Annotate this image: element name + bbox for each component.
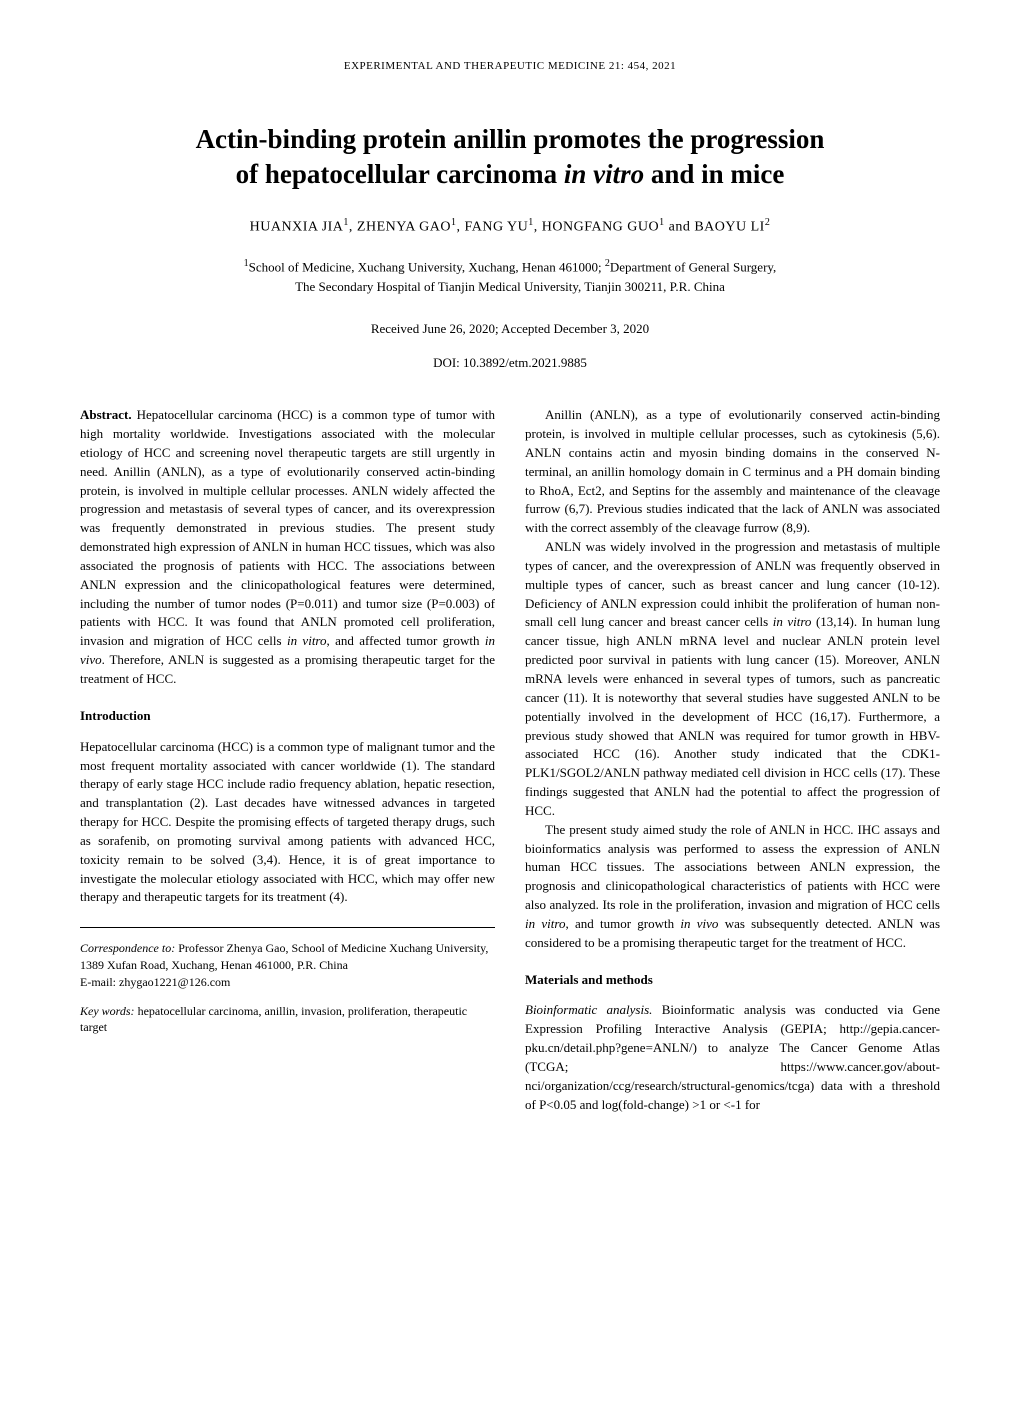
author-1: HUANXIA JIA — [250, 220, 344, 235]
author-4: , HONGFANG GUO — [534, 220, 659, 235]
col2-p2: ANLN was widely involved in the progress… — [525, 538, 940, 821]
introduction-p1: Hepatocellular carcinoma (HCC) is a comm… — [80, 738, 495, 908]
materials-methods-heading: Materials and methods — [525, 971, 940, 990]
bioinformatic-analysis-p: Bioinformatic analysis. Bioinformatic an… — [525, 1001, 940, 1114]
correspondence-email: E-mail: zhygao1221@126.com — [80, 975, 230, 989]
author-3: , FANG YU — [456, 220, 528, 235]
col2-p3b: , and tumor growth — [565, 916, 680, 931]
affiliations: 1School of Medicine, Xuchang University,… — [80, 256, 940, 296]
affil-3: The Secondary Hospital of Tianjin Medica… — [295, 279, 725, 294]
footer-divider — [80, 927, 495, 928]
col2-p3-invitro: in vitro — [525, 916, 565, 931]
correspondence-block: Correspondence to: Professor Zhenya Gao,… — [80, 940, 495, 990]
right-column: Anillin (ANLN), as a type of evolutionar… — [525, 406, 940, 1114]
abstract-text-3: . Therefore, ANLN is suggested as a prom… — [80, 652, 495, 686]
keywords-label: Key words: — [80, 1004, 135, 1018]
title-italic: in vitro — [564, 159, 644, 189]
article-title: Actin-binding protein anillin promotes t… — [80, 122, 940, 192]
col2-p1: Anillin (ANLN), as a type of evolutionar… — [525, 406, 940, 538]
two-column-content: Abstract. Hepatocellular carcinoma (HCC)… — [80, 406, 940, 1114]
running-header: EXPERIMENTAL AND THERAPEUTIC MEDICINE 21… — [80, 60, 940, 72]
correspondence-label: Correspondence to: — [80, 941, 175, 955]
abstract-paragraph: Abstract. Hepatocellular carcinoma (HCC)… — [80, 406, 495, 689]
abstract-label: Abstract. — [80, 407, 132, 422]
introduction-heading: Introduction — [80, 707, 495, 726]
authors-line: HUANXIA JIA1, ZHENYA GAO1, FANG YU1, HON… — [80, 217, 940, 236]
title-line1: Actin-binding protein anillin promotes t… — [196, 124, 825, 154]
abstract-text-1: Hepatocellular carcinoma (HCC) is a comm… — [80, 407, 495, 648]
bioinfo-label: Bioinformatic analysis. — [525, 1002, 652, 1017]
col2-p3-invivo: in vivo — [680, 916, 718, 931]
col2-p3a: The present study aimed study the role o… — [525, 822, 940, 912]
abstract-invitro: in vitro — [287, 633, 327, 648]
author-2: , ZHENYA GAO — [349, 220, 451, 235]
left-column: Abstract. Hepatocellular carcinoma (HCC)… — [80, 406, 495, 1114]
keywords-text: hepatocellular carcinoma, anillin, invas… — [80, 1004, 467, 1035]
author-and: and BAOYU LI — [665, 220, 765, 235]
col2-p2b: (13,14). In human lung cancer tissue, hi… — [525, 614, 940, 817]
author-5-affil: 2 — [765, 217, 771, 228]
title-line2-start: of hepatocellular carcinoma — [236, 159, 564, 189]
keywords-block: Key words: hepatocellular carcinoma, ani… — [80, 1003, 495, 1037]
title-line2-end: and in mice — [644, 159, 784, 189]
affil-1: School of Medicine, Xuchang University, … — [249, 259, 605, 274]
received-accepted-dates: Received June 26, 2020; Accepted Decembe… — [80, 321, 940, 337]
col2-p3: The present study aimed study the role o… — [525, 821, 940, 953]
affil-2: Department of General Surgery, — [610, 259, 776, 274]
bioinfo-text: Bioinformatic analysis was conducted via… — [525, 1002, 940, 1111]
abstract-text-2: , and affected tumor growth — [327, 633, 485, 648]
doi: DOI: 10.3892/etm.2021.9885 — [80, 355, 940, 371]
col2-p2-invitro: in vitro — [773, 614, 812, 629]
